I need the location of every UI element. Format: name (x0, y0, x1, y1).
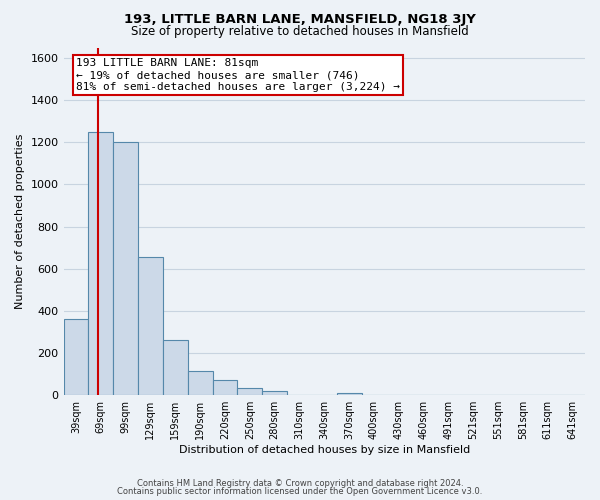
Bar (88, 132, 113, 395)
Y-axis label: Number of detached properties: Number of detached properties (15, 134, 25, 309)
Text: 193 LITTLE BARN LANE: 81sqm
← 19% of detached houses are smaller (746)
81% of se: 193 LITTLE BARN LANE: 81sqm ← 19% of det… (76, 58, 400, 92)
Bar (138, 257, 163, 395)
Bar (238, 388, 262, 395)
Bar (262, 392, 287, 395)
Text: Contains public sector information licensed under the Open Government Licence v3: Contains public sector information licen… (118, 487, 482, 496)
Bar (113, 142, 138, 395)
Bar (64, 320, 88, 395)
Bar (337, 393, 362, 395)
X-axis label: Distribution of detached houses by size in Mansfield: Distribution of detached houses by size … (179, 445, 470, 455)
Text: 193, LITTLE BARN LANE, MANSFIELD, NG18 3JY: 193, LITTLE BARN LANE, MANSFIELD, NG18 3… (124, 12, 476, 26)
Bar (188, 371, 212, 395)
Text: Contains HM Land Registry data © Crown copyright and database right 2024.: Contains HM Land Registry data © Crown c… (137, 478, 463, 488)
Bar (212, 380, 238, 395)
Text: Size of property relative to detached houses in Mansfield: Size of property relative to detached ho… (131, 25, 469, 38)
Bar (163, 340, 188, 395)
